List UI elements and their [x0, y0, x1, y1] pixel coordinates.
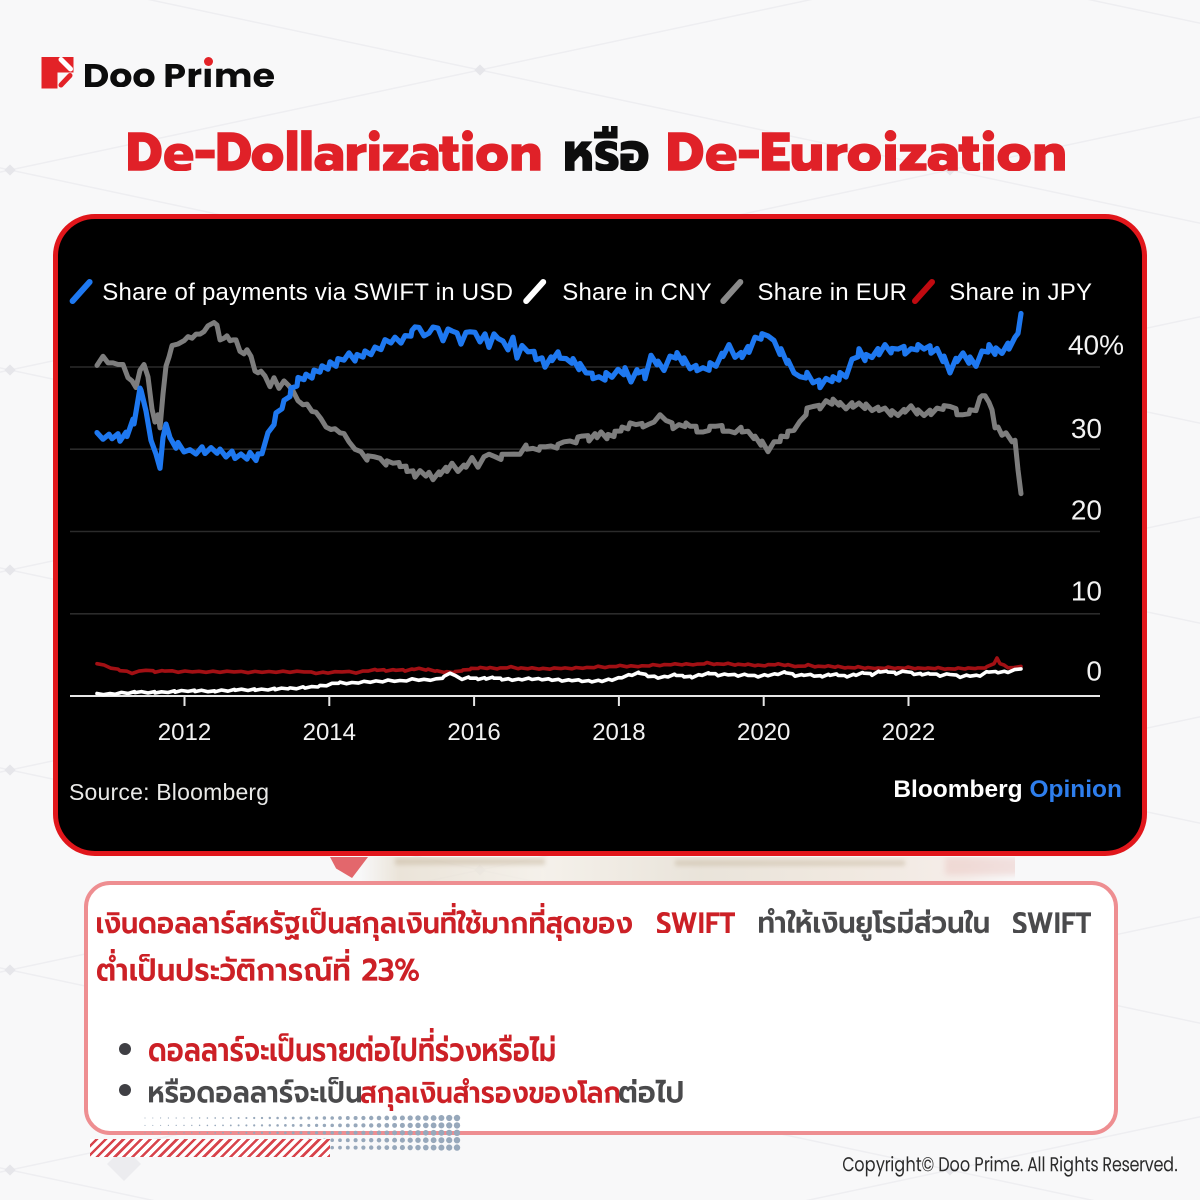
svg-text:Share in EUR: Share in EUR — [758, 279, 908, 306]
svg-text:10: 10 — [1071, 576, 1102, 607]
svg-text:Bloomberg Opinion: Bloomberg Opinion — [893, 776, 1122, 803]
svg-text:2020: 2020 — [737, 719, 790, 746]
svg-text:2022: 2022 — [882, 719, 935, 746]
svg-text:2016: 2016 — [447, 719, 500, 746]
svg-text:Share in CNY: Share in CNY — [562, 279, 712, 306]
svg-text:2018: 2018 — [592, 719, 645, 746]
svg-text:0: 0 — [1086, 656, 1102, 687]
svg-text:40%: 40% — [1068, 330, 1124, 361]
svg-text:2014: 2014 — [303, 719, 356, 746]
svg-text:Share of payments via SWIFT in: Share of payments via SWIFT in USD — [102, 279, 513, 306]
svg-text:2012: 2012 — [158, 719, 211, 746]
svg-text:Share in JPY: Share in JPY — [949, 279, 1092, 306]
svg-text:30: 30 — [1071, 413, 1102, 444]
svg-text:Source: Bloomberg: Source: Bloomberg — [69, 779, 269, 805]
svg-text:20: 20 — [1071, 495, 1102, 526]
